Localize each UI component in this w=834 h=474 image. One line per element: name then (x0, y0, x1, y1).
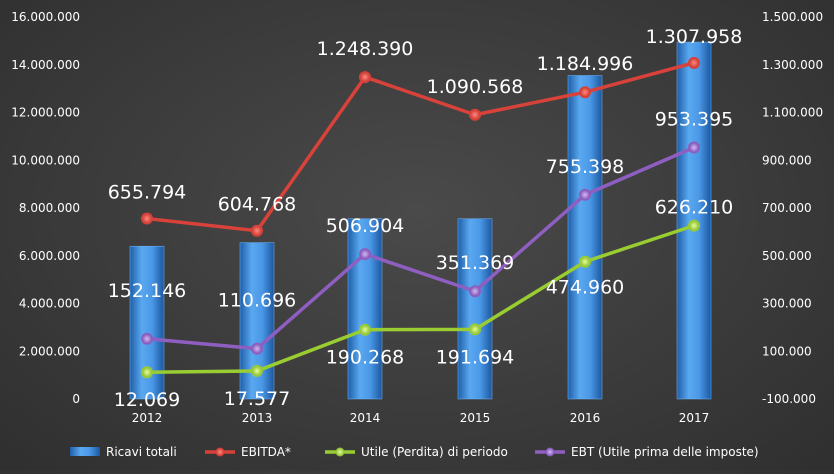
y-right-tick-label: 1.100.000 (762, 106, 823, 120)
y-left-tick-label: 4.000.000 (19, 297, 80, 311)
y-left-tick-label: 10.000.000 (11, 153, 80, 167)
series-point (359, 71, 371, 84)
series-point (141, 212, 153, 225)
y-left-tick-label: 12.000.000 (11, 106, 80, 120)
labels-layer: 655.794 604.768 1.248.390 1.090.568 1.184.99… (108, 26, 743, 411)
axes-layer: 0 2.000.000 4.000.000 6.000.000 8.000.000 10.… (11, 10, 823, 425)
y-right-tick-label: 900.000 (762, 153, 812, 167)
data-label: 12.069 (114, 389, 180, 411)
x-tick-label: 2014 (350, 411, 381, 425)
legend-entry: EBITDA* (205, 445, 291, 459)
series-point (469, 108, 481, 121)
series-point (251, 224, 263, 237)
data-label: 1.184.996 (537, 53, 634, 75)
legend-label: Ricavi totali (106, 445, 177, 459)
legend-entry: Ricavi totali (70, 445, 177, 459)
data-label: 506.904 (326, 215, 405, 237)
y-left-tick-label: 14.000.000 (11, 58, 80, 72)
series-line (145, 61, 696, 233)
legend-swatch-marker (335, 447, 345, 457)
y-right-tick-label: 300.000 (762, 297, 812, 311)
legend-swatch-marker (215, 447, 225, 457)
series-point (251, 364, 263, 377)
data-label: 191.694 (436, 346, 515, 368)
data-label: 474.960 (546, 277, 625, 299)
series-line (145, 145, 696, 351)
y-left-tick-label: 2.000.000 (19, 344, 80, 358)
data-label: 755.398 (546, 156, 625, 178)
bar-ricavi-totali (347, 218, 383, 400)
data-label: 351.369 (436, 252, 515, 274)
data-label: 190.268 (326, 347, 405, 369)
legend-swatch (70, 447, 100, 456)
y-left-tick-label: 16.000.000 (11, 10, 80, 24)
legend-entry: EBT (Utile prima delle imposte) (535, 445, 759, 459)
legend-label: Utile (Perdita) di periodo (361, 445, 508, 459)
x-tick-label: 2012 (132, 411, 163, 425)
y-right-tick-label: 700.000 (762, 201, 812, 215)
x-tick-label: 2013 (242, 411, 273, 425)
data-label: 604.768 (218, 194, 297, 216)
y-right-tick-label: -100.000 (762, 392, 816, 406)
series-point (688, 141, 700, 154)
series-point (469, 285, 481, 298)
data-label: 110.696 (218, 290, 297, 312)
y-right-tick-label: 1.300.000 (762, 58, 823, 72)
series-point (359, 323, 371, 336)
series-point (688, 219, 700, 232)
data-label: 626.210 (655, 197, 734, 219)
data-label: 953.395 (655, 109, 734, 131)
legend-swatch-marker (545, 447, 555, 457)
bar-ricavi-totali (567, 75, 603, 400)
series-point (688, 56, 700, 69)
lines-layer (141, 56, 700, 379)
data-label: 1.248.390 (317, 38, 414, 60)
legend-label: EBITDA* (241, 445, 291, 459)
data-label: 1.307.958 (646, 26, 743, 48)
x-tick-label: 2017 (679, 411, 710, 425)
legend-entry: Utile (Perdita) di periodo (325, 445, 508, 459)
series-point (469, 323, 481, 336)
x-tick-label: 2015 (460, 411, 491, 425)
y-right-tick-label: 500.000 (762, 249, 812, 263)
legend: Ricavi totali EBITDA* Utile (Perdita) di p… (70, 445, 759, 459)
series-point (359, 248, 371, 261)
bar-ricavi-totali (457, 218, 493, 400)
legend-label: EBT (Utile prima delle imposte) (571, 445, 759, 459)
bars-layer (129, 41, 712, 400)
series-point (251, 342, 263, 355)
x-tick-label: 2016 (570, 411, 601, 425)
y-left-tick-label: 6.000.000 (19, 249, 80, 263)
data-label: 655.794 (108, 182, 187, 204)
y-left-tick-label: 0 (72, 392, 80, 406)
series-point (141, 332, 153, 345)
y-right-tick-label: 1.500.000 (762, 10, 823, 24)
series-point (579, 188, 591, 201)
series-line (145, 223, 696, 374)
data-label: 152.146 (108, 280, 187, 302)
data-label: 1.090.568 (427, 76, 524, 98)
series-point (141, 366, 153, 379)
series-point (579, 255, 591, 268)
series-point (579, 86, 591, 99)
data-label: 17.577 (224, 388, 290, 410)
y-right-tick-label: 100.000 (762, 344, 812, 358)
y-left-tick-label: 8.000.000 (19, 201, 80, 215)
